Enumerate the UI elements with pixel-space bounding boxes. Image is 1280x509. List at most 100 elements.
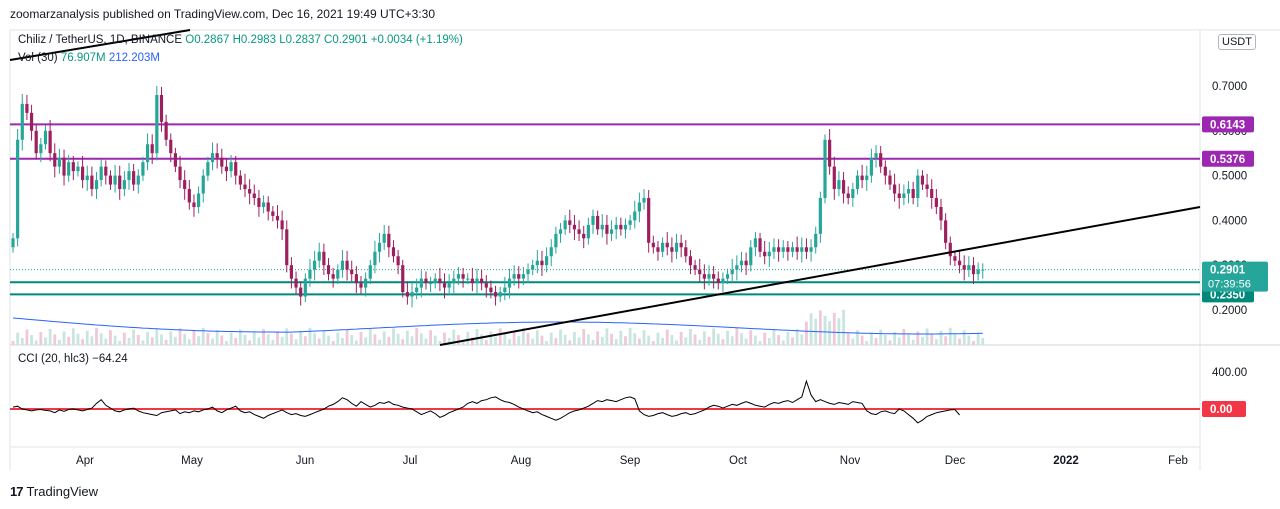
symbol-legend[interactable]: Chiliz / TetherUS, 1D, BINANCE O0.2867 H…: [18, 34, 463, 46]
volume-bar: [220, 335, 224, 345]
candle-body: [916, 175, 920, 198]
candle-body: [637, 202, 641, 212]
close-value: C0.2901: [324, 34, 368, 46]
candle-body: [447, 283, 451, 288]
volume-bar: [958, 338, 961, 345]
candle-body: [767, 251, 771, 257]
brand-name: TradingView: [26, 484, 99, 499]
volume-bar: [972, 341, 975, 345]
candle-body: [790, 247, 795, 252]
candle-body: [855, 175, 860, 190]
candle-body: [336, 269, 340, 279]
volume-bar: [341, 338, 344, 345]
volume-bar: [586, 334, 590, 345]
candle-body: [814, 233, 818, 248]
candle-body: [364, 278, 368, 288]
candle-body: [498, 292, 502, 297]
volume-bar: [225, 341, 228, 345]
volume-bar: [206, 333, 210, 345]
cci-value: −64.24: [92, 353, 128, 365]
volume-bar: [429, 330, 432, 345]
candle-body: [758, 238, 762, 252]
volume-legend[interactable]: Vol (30) 76.907M 212.203M: [18, 52, 160, 64]
candle-body: [150, 144, 154, 154]
horizontal-levels: [10, 123, 1200, 296]
volume-bar: [150, 337, 154, 345]
time-tick-label: Jul: [403, 455, 418, 467]
candle-body: [456, 274, 461, 279]
volume-ma-line: [12, 317, 983, 335]
candle-body: [452, 278, 456, 284]
volume-bar: [647, 335, 651, 345]
volume-bar: [893, 332, 896, 345]
volume-bar: [410, 336, 414, 345]
volume-bar: [197, 336, 200, 345]
candle-body: [401, 265, 405, 293]
candle-body: [377, 242, 382, 252]
volume-bar: [554, 338, 558, 345]
candle-body: [948, 242, 952, 257]
candle-body: [545, 256, 549, 266]
symbol-name[interactable]: Chiliz / TetherUS, 1D, BINANCE: [18, 34, 183, 46]
volume-value: 76.907M: [60, 52, 106, 64]
volume-bar: [109, 330, 112, 345]
candle-body: [967, 265, 971, 270]
volume-bar: [475, 329, 479, 345]
candle-body: [275, 215, 280, 221]
candle-body: [869, 157, 873, 176]
candle-body: [976, 269, 980, 275]
volume-bar: [299, 330, 303, 345]
candle-body: [962, 265, 966, 270]
candle-body: [712, 274, 716, 279]
tradingview-brand[interactable]: 17 TradingView: [10, 484, 98, 499]
candle-body: [405, 292, 409, 297]
candle-body: [823, 139, 827, 198]
candle-body: [484, 283, 488, 288]
candle-body: [387, 233, 391, 248]
volume-bar: [851, 338, 855, 345]
volume-bar: [856, 330, 859, 345]
candle-body: [883, 166, 887, 176]
candle-body: [99, 166, 103, 181]
time-tick-label: Aug: [511, 455, 531, 467]
time-axis[interactable]: Apr May Jun Jul Aug Sep Oct Nov Dec 2022 Feb: [76, 455, 1188, 467]
volume-bar: [809, 313, 813, 345]
candle-body: [693, 265, 697, 270]
candle-body: [81, 166, 85, 181]
currency-button[interactable]: USDT: [1218, 34, 1256, 50]
candle-body: [67, 162, 71, 176]
volume-bar: [508, 339, 511, 345]
candle-body: [53, 153, 57, 167]
volume-bar: [545, 341, 548, 345]
volume-bar: [90, 336, 94, 345]
volume-bar: [401, 339, 405, 345]
volume-bar: [777, 335, 780, 345]
level-tag: [1202, 116, 1254, 133]
candle-body: [438, 278, 442, 284]
candle-body: [507, 278, 512, 288]
candle-body: [860, 175, 864, 181]
cci-legend[interactable]: CCI (20, hlc3) −64.24: [18, 353, 128, 365]
publish-info: zoomarzanalysis published on TradingView…: [10, 7, 436, 21]
candle-body: [317, 251, 321, 261]
candle-body: [238, 175, 242, 185]
volume-bar: [707, 336, 711, 345]
trendline-top: [9, 29, 191, 61]
volume-bar: [81, 339, 84, 345]
candle-body: [350, 269, 354, 275]
candle-body: [220, 157, 224, 167]
price-tags: 0.61430.53760.26200.23500.290107:39:560.…: [1202, 116, 1268, 417]
volume-bar: [113, 335, 117, 345]
time-tick-label: Feb: [1168, 455, 1188, 467]
countdown-label: 07:39:56: [1208, 279, 1251, 291]
volume-bar: [763, 332, 767, 345]
volume-bar: [591, 339, 595, 345]
volume-bar: [44, 337, 47, 345]
candle-body: [136, 175, 140, 185]
volume-bar: [624, 336, 627, 345]
candle-body: [39, 144, 43, 154]
candle-body: [493, 292, 498, 297]
volume-bar: [540, 335, 544, 345]
volume-bar: [489, 331, 493, 345]
